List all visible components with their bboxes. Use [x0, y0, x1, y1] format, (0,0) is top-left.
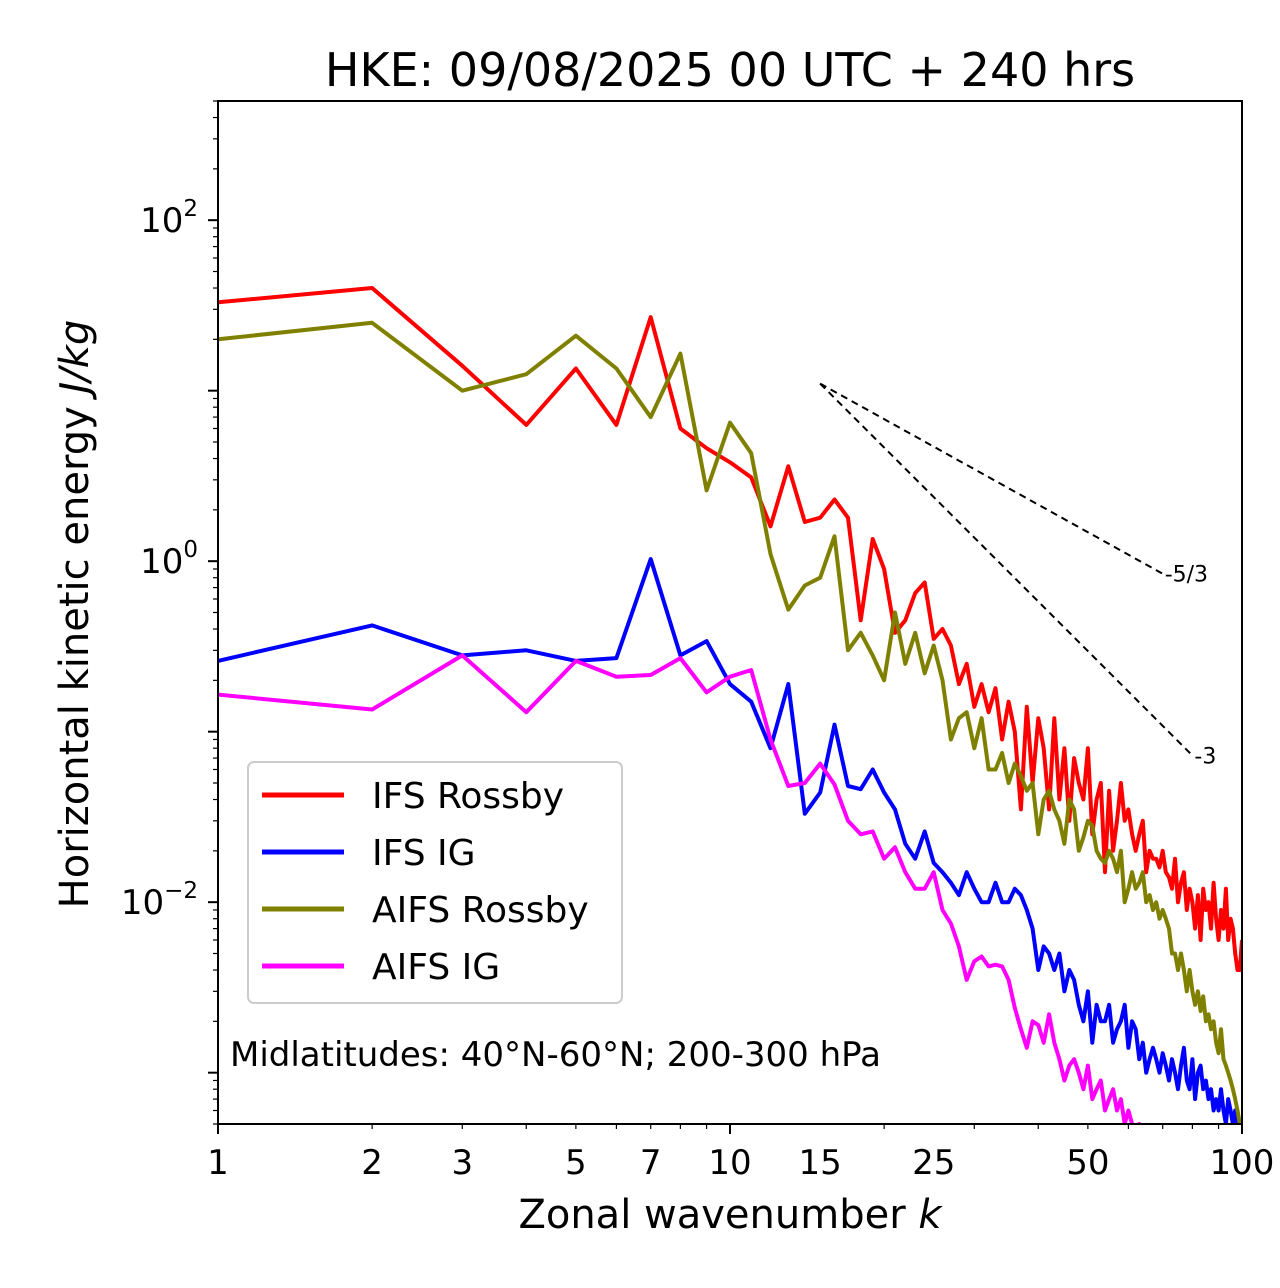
series-line-aifs-ig — [218, 653, 1142, 1124]
x-tick-label: 100 — [1210, 1143, 1275, 1183]
y-axis-label-units: J/kg — [52, 320, 98, 401]
legend-label: IFS IG — [372, 833, 476, 874]
x-tick-label: 25 — [912, 1143, 955, 1183]
x-tick-labels: 1 2 3 5 7 10 15 25 50 100 — [207, 1143, 1274, 1183]
reference-line-label: -3 — [1194, 744, 1216, 769]
region-annotation: Midlatitudes: 40°N-60°N; 200-300 hPa — [230, 1035, 881, 1075]
legend: IFS Rossby IFS IG AIFS Rossby AIFS IG — [247, 761, 623, 1004]
legend-label: IFS Rossby — [372, 776, 564, 817]
reference-line — [819, 382, 1164, 575]
x-tick-label: 3 — [451, 1143, 473, 1183]
x-axis-label-variable: k — [918, 1192, 943, 1238]
legend-box — [247, 761, 623, 1004]
x-tick-label: 50 — [1066, 1143, 1109, 1183]
x-tick-label: 1 — [207, 1143, 229, 1183]
reference-line-label: -5/3 — [1165, 563, 1208, 588]
x-axis-label: Zonal wavenumber k — [518, 1192, 943, 1238]
reference-line — [819, 382, 1194, 757]
x-tick-label: 15 — [799, 1143, 842, 1183]
legend-label: AIFS Rossby — [372, 890, 589, 931]
y-tick-labels: 102 100 10−2 — [121, 196, 198, 923]
y-tick-label: 100 — [140, 537, 198, 582]
y-axis-label-text: Horizontal kinetic energy — [52, 406, 98, 908]
x-axis-label-text: Zonal wavenumber — [518, 1192, 906, 1238]
x-tick-label: 10 — [708, 1143, 751, 1183]
y-axis-label: Horizontal kinetic energy J/kg — [52, 320, 98, 909]
x-tick-label: 5 — [565, 1143, 587, 1183]
series-layer — [218, 286, 1242, 1124]
reference-slope-lines: -5/3 -3 — [819, 382, 1216, 769]
plot-frame — [217, 100, 1243, 1125]
series-line-ifs-ig — [218, 557, 1242, 1124]
series-line-ifs-rossby — [218, 286, 1242, 972]
chart-title: HKE: 09/08/2025 00 UTC + 240 hrs — [325, 43, 1135, 97]
y-tick-label: 102 — [140, 196, 198, 241]
series-line-aifs-rossby — [218, 320, 1242, 1124]
x-tick-label: 2 — [361, 1143, 383, 1183]
legend-label: AIFS IG — [372, 947, 500, 988]
x-tick-label: 7 — [640, 1143, 662, 1183]
y-tick-label: 10−2 — [121, 878, 198, 923]
